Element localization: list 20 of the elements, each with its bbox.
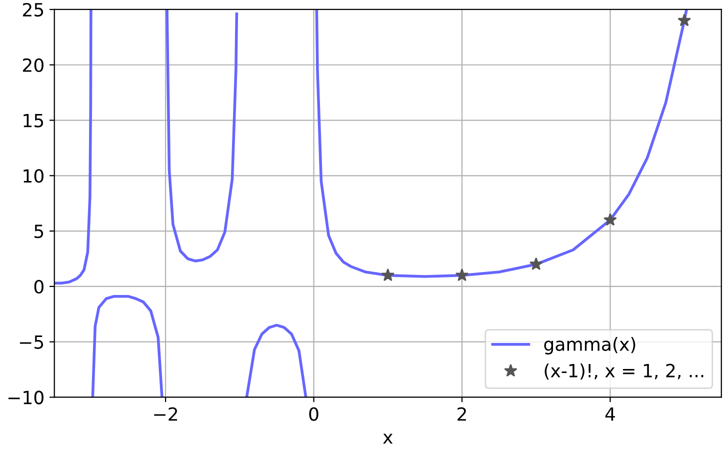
point — [381, 268, 395, 282]
point — [678, 14, 691, 26]
x-tick-label: 4 — [605, 407, 615, 421]
y-tick-label: −10 — [8, 390, 44, 404]
y-tick-label: 10 — [24, 169, 44, 183]
y-tick-label: −5 — [20, 336, 44, 349]
point — [455, 268, 469, 282]
point — [529, 257, 543, 270]
y-tick-label: 0 — [34, 280, 44, 294]
x-tick-label: 2 — [458, 407, 466, 421]
x-tick-label: −2 — [154, 407, 178, 421]
x-tick-label: 0 — [309, 407, 318, 421]
legend-label: gamma(x) — [544, 337, 636, 354]
y-tick-label: 25 — [23, 2, 44, 17]
y-tick-label: 20 — [23, 58, 44, 72]
y-tick-label: 15 — [24, 114, 44, 128]
x-axis-title: x — [383, 434, 393, 444]
legend-label: (x-1)!, x = 1, 2, ... — [544, 364, 704, 380]
y-tick-label: 5 — [34, 224, 44, 238]
point — [604, 213, 617, 226]
